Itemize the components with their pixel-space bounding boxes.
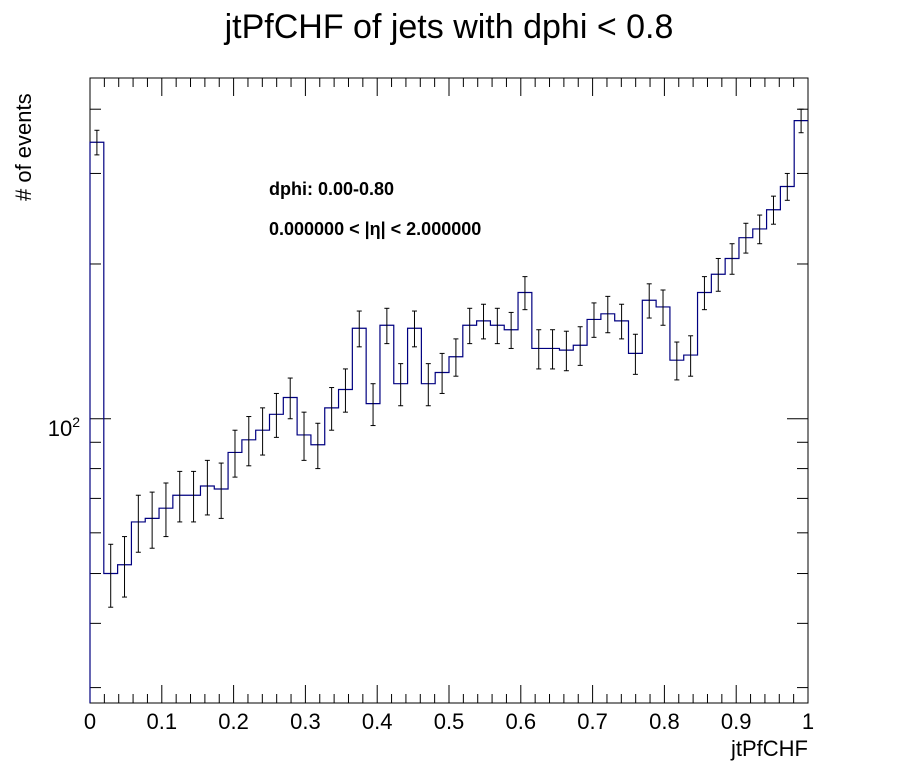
histogram-bin bbox=[605, 295, 611, 334]
histogram-series bbox=[89, 108, 808, 703]
histogram-bin bbox=[494, 307, 500, 345]
histogram-bin bbox=[398, 363, 404, 407]
x-tick-label: 0.1 bbox=[147, 709, 178, 734]
histogram-bin bbox=[522, 276, 528, 311]
histogram-bin bbox=[688, 335, 694, 377]
histogram-bin bbox=[301, 411, 307, 461]
x-axis-ticks bbox=[89, 78, 809, 703]
histogram-bin bbox=[108, 543, 114, 608]
histogram-bin bbox=[770, 195, 776, 225]
histogram-bin bbox=[481, 303, 487, 340]
histogram-bin bbox=[122, 536, 128, 598]
histogram-bin bbox=[232, 429, 238, 478]
x-axis-tick-labels: 0 0.1 0.2 0.3 0.4 0.5 0.6 0.7 0.8 0.9 1 bbox=[84, 709, 814, 734]
x-tick-label: 0.7 bbox=[577, 709, 608, 734]
histogram-bin bbox=[135, 494, 141, 553]
histogram-bin bbox=[646, 283, 652, 319]
histogram-bin bbox=[701, 276, 707, 311]
histogram-bin bbox=[660, 289, 666, 326]
histogram-bin bbox=[163, 482, 169, 538]
histogram-bin bbox=[439, 352, 445, 394]
histogram-bin bbox=[729, 243, 735, 275]
x-tick-label: 0.3 bbox=[290, 709, 321, 734]
histogram-bin bbox=[536, 329, 542, 370]
histogram-bin bbox=[453, 338, 459, 377]
x-tick-label: 0.8 bbox=[649, 709, 680, 734]
annotation-eta: 0.000000 < |η| < 2.000000 bbox=[269, 219, 481, 239]
histogram-bin bbox=[204, 459, 210, 516]
histogram-bin bbox=[425, 363, 431, 407]
histogram-bin bbox=[356, 310, 362, 348]
histogram-bin bbox=[94, 129, 100, 156]
histogram-bin bbox=[342, 368, 348, 413]
histogram-bin bbox=[273, 392, 279, 438]
histogram-bin bbox=[757, 214, 763, 245]
histogram-bin bbox=[149, 491, 155, 549]
histogram-bin bbox=[411, 310, 417, 348]
x-tick-label: 0.5 bbox=[434, 709, 465, 734]
histogram-bin bbox=[743, 222, 749, 254]
histogram-bin bbox=[246, 416, 252, 467]
histogram-bin bbox=[218, 462, 224, 519]
x-tick-label: 0.4 bbox=[362, 709, 393, 734]
histogram-bin bbox=[632, 333, 638, 375]
x-tick-label: 1 bbox=[802, 709, 814, 734]
x-axis-title: jtPfCHF bbox=[730, 736, 808, 761]
y-tick-label-100: 102 bbox=[48, 414, 80, 441]
x-tick-label: 0 bbox=[84, 709, 96, 734]
chart-title: jtPfCHF of jets with dphi < 0.8 bbox=[224, 8, 674, 46]
histogram-bin bbox=[287, 377, 293, 420]
histogram-step-line bbox=[89, 120, 808, 703]
x-tick-label: 0.9 bbox=[721, 709, 752, 734]
histogram-bin bbox=[315, 422, 321, 470]
histogram-bin bbox=[577, 326, 583, 366]
histogram-bin bbox=[784, 172, 790, 201]
histogram-bin bbox=[191, 470, 197, 523]
y-axis-title: # of events bbox=[11, 93, 36, 201]
histogram-bin bbox=[798, 108, 804, 134]
histogram-bin bbox=[563, 330, 569, 372]
histogram-bin bbox=[384, 307, 390, 345]
histogram-bin bbox=[370, 383, 376, 427]
plot-frame bbox=[89, 77, 809, 704]
histogram-bin bbox=[467, 307, 473, 345]
histogram-bin bbox=[260, 407, 266, 456]
histogram-bin bbox=[591, 302, 597, 338]
histogram-bin bbox=[329, 387, 335, 431]
annotation-dphi: dphi: 0.00-0.80 bbox=[269, 179, 394, 199]
histogram-bin bbox=[715, 257, 721, 292]
histogram-bin bbox=[619, 303, 625, 340]
histogram-bin bbox=[508, 311, 514, 349]
x-tick-label: 0.2 bbox=[218, 709, 249, 734]
histogram-bin bbox=[674, 341, 680, 381]
y-axis-ticks bbox=[90, 108, 808, 689]
histogram-bin bbox=[550, 329, 556, 370]
histogram-bin bbox=[177, 470, 183, 523]
x-tick-label: 0.6 bbox=[506, 709, 537, 734]
